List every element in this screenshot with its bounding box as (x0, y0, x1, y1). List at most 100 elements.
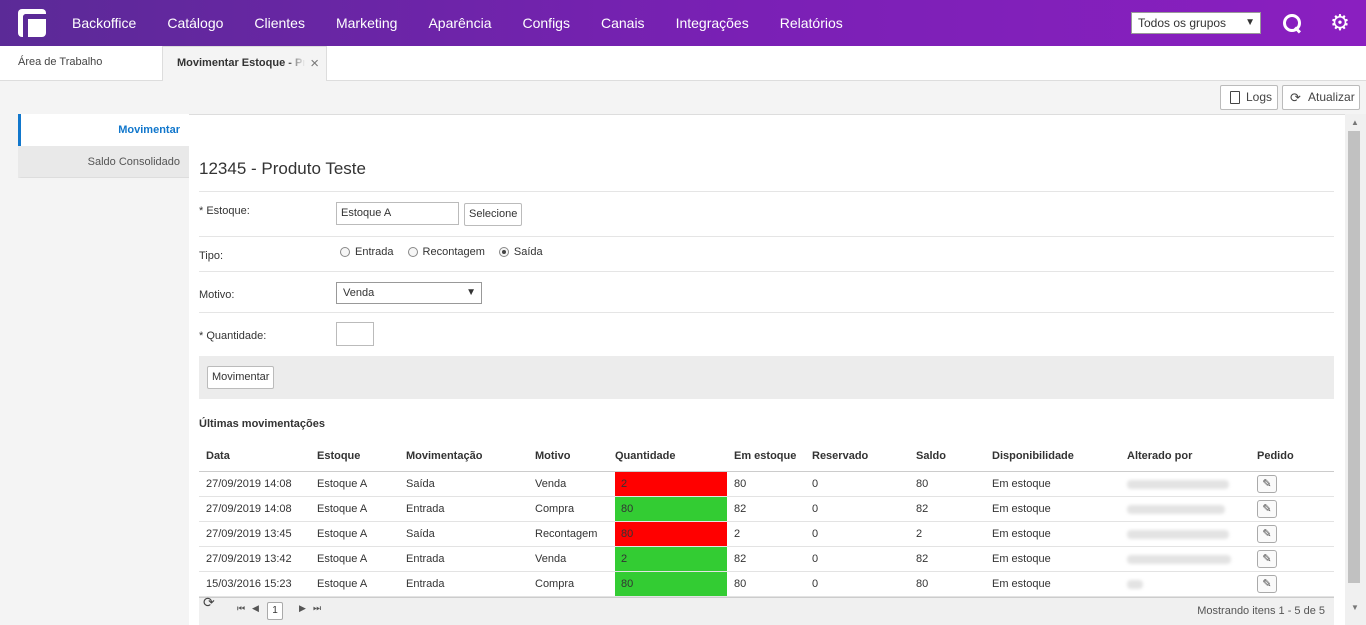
edit-icon[interactable]: ✎ (1257, 500, 1277, 518)
table-cell-in-stock: 2 (734, 528, 741, 540)
table-cell-reserved: 0 (812, 478, 819, 490)
next-page-icon[interactable]: ▶ (299, 603, 306, 613)
movimentar-button[interactable]: Movimentar (207, 366, 275, 389)
close-icon[interactable]: × (310, 55, 319, 72)
radio-entrada[interactable] (340, 247, 350, 257)
column-header[interactable]: Data (206, 450, 230, 462)
search-icon[interactable] (1280, 11, 1304, 35)
reason-select-value: Venda (343, 287, 375, 299)
divider (199, 271, 1334, 272)
edit-icon[interactable]: ✎ (1257, 475, 1277, 493)
table-cell-reserved: 0 (812, 503, 819, 515)
qty-label: * Quantidade: (199, 330, 267, 342)
refresh-button-label: Atualizar (1308, 90, 1355, 104)
column-header[interactable]: Saldo (916, 450, 946, 462)
nav-item-relatorios[interactable]: Relatórios (779, 15, 843, 31)
table-cell-stock: Estoque A (317, 503, 368, 515)
table-cell-in-stock: 80 (734, 578, 747, 590)
chevron-down-icon: ▼ (466, 287, 476, 298)
table-cell-availability: Em estoque (992, 578, 1051, 590)
scrollbar[interactable]: ▲ ▼ (1345, 114, 1366, 625)
table-cell-in-stock: 80 (734, 478, 747, 490)
nav-item-aparencia[interactable]: Aparência (428, 15, 492, 31)
refresh-icon[interactable]: ⟳ (203, 594, 215, 610)
nav-item-backoffice[interactable]: Backoffice (72, 15, 137, 31)
table-cell-movement: Saída (406, 478, 435, 490)
column-header[interactable]: Movimentação (406, 450, 483, 462)
table-row[interactable]: 27/09/2019 13:42 Estoque A Entrada Venda 2 82… (199, 547, 1334, 572)
gear-icon[interactable]: ⚙ (1330, 10, 1350, 35)
table-cell-stock: Estoque A (317, 528, 368, 540)
radio-saida[interactable] (498, 247, 509, 257)
redacted-user (1127, 504, 1225, 514)
scroll-up-icon[interactable]: ▲ (1351, 118, 1359, 127)
prev-page-icon[interactable]: ◀ (252, 603, 259, 613)
table-cell-changed-by (1127, 522, 1229, 547)
nav-item-clientes[interactable]: Clientes (254, 15, 305, 31)
refresh-icon: ⟳ (1290, 90, 1301, 105)
quantity-input[interactable] (336, 322, 374, 346)
tab-movimentar-estoque[interactable]: Movimentar Estoque - Produto Teste × (162, 46, 327, 81)
quantity-cell: 2 (615, 547, 727, 571)
nav-item-catalogo[interactable]: Catálogo (167, 15, 224, 31)
last-page-icon[interactable]: ⏭ (313, 603, 322, 613)
page-number[interactable]: 1 (267, 602, 283, 620)
table-cell-movement: Entrada (406, 503, 445, 515)
reason-select[interactable]: Venda ▼ (336, 282, 482, 304)
nav-item-marketing[interactable]: Marketing (335, 15, 398, 31)
app-logo-icon[interactable] (18, 9, 51, 42)
divider (199, 191, 1334, 192)
table-cell-availability: Em estoque (992, 478, 1051, 490)
table-cell-in-stock: 82 (734, 553, 747, 565)
table-cell-balance: 82 (916, 503, 929, 515)
stock-input[interactable]: Estoque A (336, 202, 459, 225)
pager: ⟳ ⏮ ◀ 1 ▶ ⏭ Mostrando itens 1 - 5 de 5 (199, 594, 1334, 625)
column-header[interactable]: Disponibilidade (992, 450, 1074, 462)
divider (199, 312, 1334, 313)
sidebar-item-saldo-consolidado[interactable]: Saldo Consolidado (18, 146, 189, 178)
column-header[interactable]: Em estoque (734, 450, 797, 462)
sidebar-item-movimentar[interactable]: Movimentar (18, 114, 189, 146)
side-nav: Movimentar Saldo Consolidado (18, 114, 189, 178)
table-cell-reason: Venda (535, 553, 567, 565)
table-cell-balance: 80 (916, 578, 929, 590)
pager-info: Mostrando itens 1 - 5 de 5 (1197, 605, 1325, 617)
redacted-user (1127, 579, 1143, 589)
tab-workspace[interactable]: Área de Trabalho (18, 56, 103, 68)
logs-button[interactable]: Logs (1220, 85, 1278, 110)
table-row[interactable]: 15/03/2016 15:23 Estoque A Entrada Compra 80… (199, 572, 1334, 597)
scroll-thumb[interactable] (1348, 131, 1360, 583)
column-header[interactable]: Estoque (317, 450, 361, 462)
edit-icon[interactable]: ✎ (1257, 525, 1277, 543)
table-row[interactable]: 27/09/2019 14:08 Estoque A Saída Venda 2 80 0 8… (199, 472, 1334, 497)
table-row[interactable]: 27/09/2019 14:08 Estoque A Entrada Compra 80… (199, 497, 1334, 522)
column-header[interactable]: Pedido (1257, 450, 1294, 462)
nav-item-canais[interactable]: Canais (600, 15, 645, 31)
quantity-cell: 80 (615, 497, 727, 521)
edit-icon[interactable]: ✎ (1257, 575, 1277, 593)
column-header[interactable]: Quantidade (615, 450, 676, 462)
refresh-button[interactable]: ⟳ Atualizar (1282, 85, 1360, 110)
select-stock-button[interactable]: Selecione (464, 203, 523, 226)
group-select-value: Todos os grupos (1138, 16, 1227, 30)
table-cell-stock: Estoque A (317, 478, 368, 490)
nav-item-configs[interactable]: Configs (522, 15, 570, 31)
edit-icon[interactable]: ✎ (1257, 550, 1277, 568)
redacted-user (1127, 479, 1229, 489)
scroll-down-icon[interactable]: ▼ (1351, 603, 1359, 612)
top-bar: Backoffice Catálogo Clientes Marketing A… (0, 0, 1366, 46)
nav-item-integracoes[interactable]: Integrações (675, 15, 749, 31)
logs-button-label: Logs (1246, 90, 1273, 104)
table-cell-reason: Venda (535, 478, 567, 490)
table-row[interactable]: 27/09/2019 13:45 Estoque A Saída Recontagem… (199, 522, 1334, 547)
table-cell-stock: Estoque A (317, 578, 368, 590)
first-page-icon[interactable]: ⏮ (237, 603, 246, 613)
table-cell-balance: 2 (916, 528, 923, 540)
column-header[interactable]: Reservado (812, 450, 869, 462)
redacted-user (1127, 529, 1229, 539)
column-header[interactable]: Motivo (535, 450, 571, 462)
group-select[interactable]: Todos os grupos ▼ (1131, 12, 1261, 34)
table-cell-availability: Em estoque (992, 528, 1051, 540)
radio-recontagem[interactable] (407, 247, 418, 257)
column-header[interactable]: Alterado por (1127, 450, 1193, 462)
